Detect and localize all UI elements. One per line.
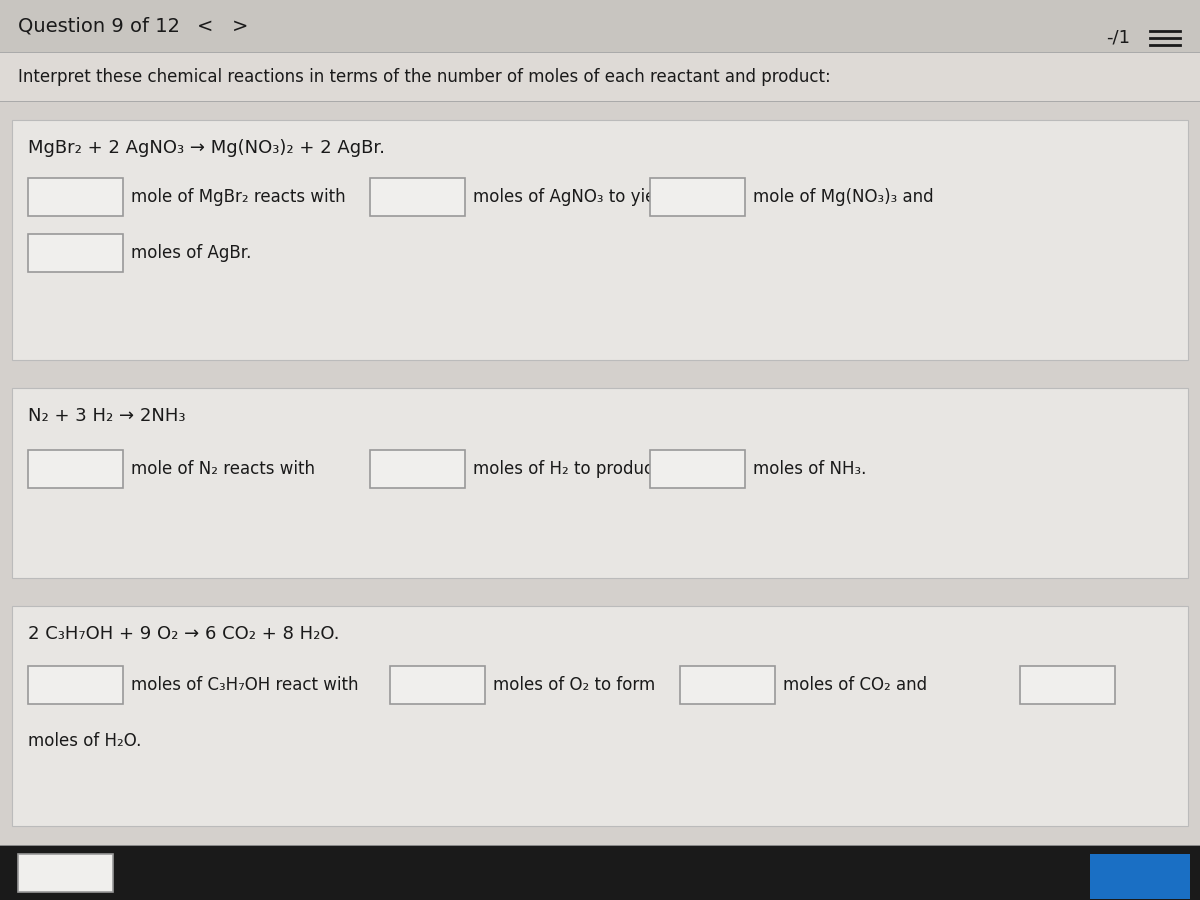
FancyBboxPatch shape <box>680 666 775 704</box>
Text: -/1: -/1 <box>1106 29 1130 47</box>
FancyBboxPatch shape <box>0 52 1200 53</box>
FancyBboxPatch shape <box>0 846 1200 900</box>
Text: moles of CO₂ and: moles of CO₂ and <box>784 676 928 694</box>
FancyBboxPatch shape <box>28 666 124 704</box>
FancyBboxPatch shape <box>28 178 124 216</box>
FancyBboxPatch shape <box>28 450 124 488</box>
Text: mole of N₂ reacts with: mole of N₂ reacts with <box>131 460 314 478</box>
FancyBboxPatch shape <box>18 854 113 892</box>
Text: moles of H₂O.: moles of H₂O. <box>28 732 142 750</box>
FancyBboxPatch shape <box>370 178 466 216</box>
Text: MgBr₂ + 2 AgNO₃ → Mg(NO₃)₂ + 2 AgBr.: MgBr₂ + 2 AgNO₃ → Mg(NO₃)₂ + 2 AgBr. <box>28 139 385 157</box>
Text: N₂ + 3 H₂ → 2NH₃: N₂ + 3 H₂ → 2NH₃ <box>28 407 186 425</box>
Text: 2 C₃H₇OH + 9 O₂ → 6 CO₂ + 8 H₂O.: 2 C₃H₇OH + 9 O₂ → 6 CO₂ + 8 H₂O. <box>28 625 340 643</box>
Text: moles of AgNO₃ to yield: moles of AgNO₃ to yield <box>473 188 671 206</box>
FancyBboxPatch shape <box>650 178 745 216</box>
FancyBboxPatch shape <box>12 606 1188 826</box>
FancyBboxPatch shape <box>12 120 1188 360</box>
FancyBboxPatch shape <box>650 450 745 488</box>
Text: moles of H₂ to produce: moles of H₂ to produce <box>473 460 664 478</box>
FancyBboxPatch shape <box>370 450 466 488</box>
Text: mole of Mg(NO₃)₃ and: mole of Mg(NO₃)₃ and <box>754 188 934 206</box>
FancyBboxPatch shape <box>0 53 1200 101</box>
FancyBboxPatch shape <box>0 101 1200 102</box>
Text: Question 9 of 12: Question 9 of 12 <box>18 16 180 35</box>
Text: >: > <box>232 16 248 35</box>
FancyBboxPatch shape <box>28 234 124 272</box>
Text: Interpret these chemical reactions in terms of the number of moles of each react: Interpret these chemical reactions in te… <box>18 68 830 86</box>
Text: mole of MgBr₂ reacts with: mole of MgBr₂ reacts with <box>131 188 346 206</box>
Text: moles of AgBr.: moles of AgBr. <box>131 244 251 262</box>
FancyBboxPatch shape <box>12 388 1188 578</box>
FancyBboxPatch shape <box>1020 666 1115 704</box>
FancyBboxPatch shape <box>0 845 1200 846</box>
Text: moles of NH₃.: moles of NH₃. <box>754 460 866 478</box>
Text: <: < <box>197 16 214 35</box>
FancyBboxPatch shape <box>390 666 485 704</box>
FancyBboxPatch shape <box>1090 854 1190 899</box>
FancyBboxPatch shape <box>0 0 1200 52</box>
Text: moles of C₃H₇OH react with: moles of C₃H₇OH react with <box>131 676 359 694</box>
Text: moles of O₂ to form: moles of O₂ to form <box>493 676 655 694</box>
